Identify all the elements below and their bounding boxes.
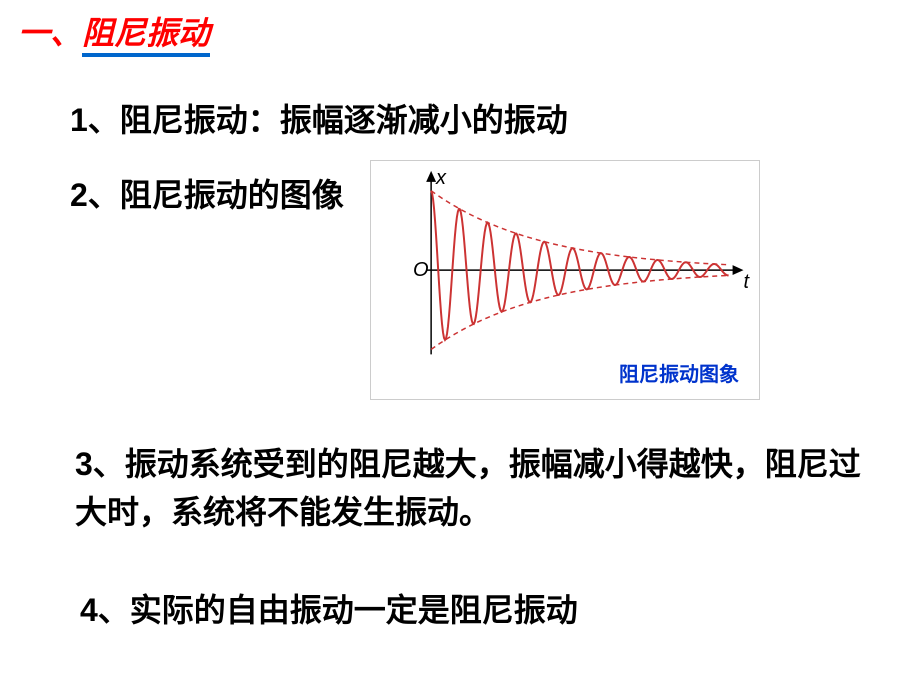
title-main: 阻尼振动	[82, 15, 210, 57]
title-prefix: 一、	[18, 15, 82, 51]
axis-origin-label: O	[413, 259, 429, 282]
point-1: 1、阻尼振动：振幅逐渐减小的振动	[70, 95, 568, 141]
section-title: 一、阻尼振动	[18, 8, 210, 54]
point-3: 3、振动系统受到的阻尼越大，振幅减小得越快，阻尼过大时，系统将不能发生振动。	[75, 440, 885, 536]
damped-oscillation-chart: x O t 阻尼振动图象	[370, 160, 760, 400]
chart-caption: 阻尼振动图象	[619, 358, 739, 387]
point-2: 2、阻尼振动的图像	[70, 170, 344, 216]
axis-y-label: x	[436, 167, 446, 190]
axis-x-label: t	[743, 271, 749, 294]
point-4: 4、实际的自由振动一定是阻尼振动	[80, 585, 578, 631]
